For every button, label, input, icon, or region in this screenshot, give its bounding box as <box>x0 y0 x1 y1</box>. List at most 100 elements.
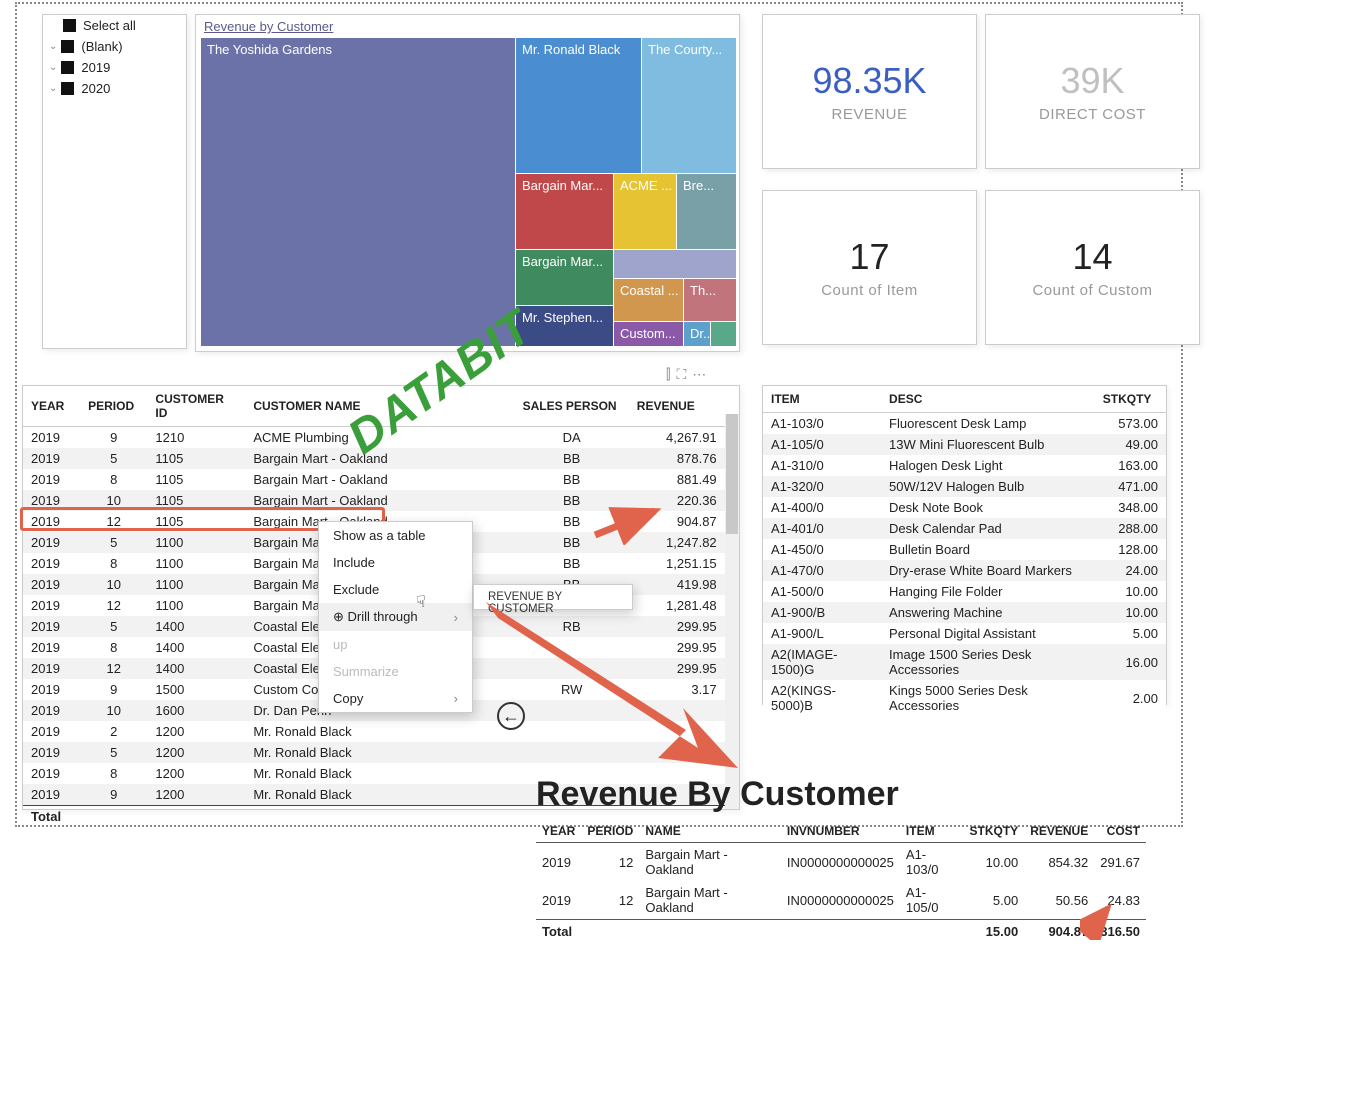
treemap-tile[interactable] <box>711 322 736 346</box>
table-row[interactable]: 201912Bargain Mart - OaklandIN0000000000… <box>536 843 1146 882</box>
context-menu-item[interactable]: Include <box>319 549 472 576</box>
cell: 1210 <box>147 427 245 449</box>
context-menu[interactable]: Show as a tableIncludeExclude⊕ Drill thr… <box>318 521 473 713</box>
filter-icon[interactable]: ⫿ <box>666 366 670 383</box>
drillthrough-table[interactable]: YEARPERIODNAMEINVNUMBERITEMSTKQTYREVENUE… <box>536 820 1146 943</box>
drillthrough-title: Revenue By Customer <box>536 775 899 814</box>
chevron-down-icon[interactable]: ⌄ <box>49 41 57 52</box>
cell: 2019 <box>23 784 80 806</box>
column-header[interactable]: PERIOD <box>581 820 639 843</box>
table-row[interactable]: A1-900/BAnswering Machine10.00 <box>763 602 1166 623</box>
column-header[interactable]: ITEM <box>763 386 881 413</box>
slicer-item[interactable]: ⌄(Blank) <box>43 36 186 57</box>
treemap-tile[interactable]: The Courty... <box>642 38 736 173</box>
table-row[interactable]: A1-470/0Dry-erase White Board Markers24.… <box>763 560 1166 581</box>
context-menu-item[interactable]: Show as a table <box>319 522 472 549</box>
cell: BB <box>515 469 629 490</box>
revenue-treemap[interactable]: Revenue by Customer The Yoshida GardensM… <box>195 14 740 352</box>
column-header[interactable]: STKQTY <box>1095 386 1166 413</box>
context-menu-item[interactable]: ⊕ Drill through› <box>319 603 472 631</box>
scrollbar-track[interactable] <box>725 414 739 809</box>
treemap-tile[interactable]: Dr... <box>684 322 710 346</box>
treemap-tile[interactable]: Mr. Stephen... <box>516 306 613 346</box>
table-row[interactable]: A1-401/0Desk Calendar Pad288.00 <box>763 518 1166 539</box>
context-submenu[interactable]: REVENUE BY CUSTOMER <box>473 584 633 610</box>
column-header[interactable]: DESC <box>881 386 1095 413</box>
treemap-tile[interactable]: Bre... <box>677 174 736 249</box>
treemap-tile[interactable]: ACME ... <box>614 174 676 249</box>
table-row[interactable]: A1-400/0Desk Note Book348.00 <box>763 497 1166 518</box>
column-header[interactable]: CUSTOMER NAME <box>245 386 514 427</box>
table-row[interactable]: A1-900/LPersonal Digital Assistant5.00 <box>763 623 1166 644</box>
focus-icon[interactable]: ⛶ <box>676 366 686 383</box>
table-row[interactable]: 201951200Mr. Ronald Black <box>23 742 739 763</box>
slicer-item[interactable]: ⌄2020 <box>43 78 186 99</box>
checkbox-icon[interactable] <box>61 61 74 74</box>
table-row[interactable]: A1-320/050W/12V Halogen Bulb471.00 <box>763 476 1166 497</box>
cell: 3.17 <box>629 679 725 700</box>
table-row[interactable]: A1-450/0Bulletin Board128.00 <box>763 539 1166 560</box>
column-header[interactable]: NAME <box>639 820 781 843</box>
chevron-down-icon[interactable]: ⌄ <box>49 83 57 94</box>
table-row[interactable]: 201991210ACME PlumbingDA4,267.91 <box>23 427 739 449</box>
cell: BB <box>515 511 629 532</box>
treemap-tile[interactable] <box>614 250 736 278</box>
treemap-tile[interactable]: Coastal ... <box>614 279 683 321</box>
cell: BB <box>515 490 629 511</box>
kpi-item-count[interactable]: 17 Count of Item <box>762 190 977 345</box>
cell <box>515 700 629 721</box>
treemap-tile[interactable]: Th... <box>684 279 736 321</box>
treemap-tile[interactable]: Custom... <box>614 322 683 346</box>
table-row[interactable]: A1-103/0Fluorescent Desk Lamp573.00 <box>763 413 1166 435</box>
table-row[interactable]: 201921200Mr. Ronald Black <box>23 721 739 742</box>
kpi-direct-cost[interactable]: 39K DIRECT COST <box>985 14 1200 169</box>
cell: ACME Plumbing <box>245 427 514 449</box>
table-row[interactable]: A2(IMAGE-1500)GImage 1500 Series Desk Ac… <box>763 644 1166 680</box>
treemap-tile[interactable]: Mr. Ronald Black <box>516 38 641 173</box>
column-header[interactable]: YEAR <box>536 820 581 843</box>
table-row[interactable]: A2(KINGS-5000)BKings 5000 Series Desk Ac… <box>763 680 1166 716</box>
context-menu-item[interactable]: Copy› <box>319 685 472 712</box>
submenu-item[interactable]: REVENUE BY CUSTOMER <box>488 591 562 615</box>
column-header[interactable]: SALES PERSON <box>515 386 629 427</box>
column-header[interactable]: STKQTY <box>964 820 1025 843</box>
item-table-visual[interactable]: ITEMDESCSTKQTY A1-103/0Fluorescent Desk … <box>762 385 1167 705</box>
back-button[interactable]: ← <box>497 702 525 730</box>
year-slicer[interactable]: Select all⌄(Blank)⌄2019⌄2020 <box>42 14 187 349</box>
table-row[interactable]: 2019101105Bargain Mart - OaklandBB220.36 <box>23 490 739 511</box>
chevron-down-icon[interactable]: ⌄ <box>49 62 57 73</box>
treemap-title[interactable]: Revenue by Customer <box>196 15 739 38</box>
table-row[interactable]: 201981105Bargain Mart - OaklandBB881.49 <box>23 469 739 490</box>
column-header[interactable]: INVNUMBER <box>781 820 900 843</box>
kpi-revenue[interactable]: 98.35K REVENUE <box>762 14 977 169</box>
cell: 8 <box>80 637 147 658</box>
cell: 9 <box>80 784 147 806</box>
table-row[interactable]: A1-310/0Halogen Desk Light163.00 <box>763 455 1166 476</box>
more-icon[interactable]: ⋯ <box>692 366 706 383</box>
table-row[interactable]: 201951105Bargain Mart - OaklandBB878.76 <box>23 448 739 469</box>
table-row[interactable]: A1-105/013W Mini Fluorescent Bulb49.00 <box>763 434 1166 455</box>
treemap-tile[interactable]: Bargain Mar... <box>516 250 613 305</box>
kpi-customer-count[interactable]: 14 Count of Custom <box>985 190 1200 345</box>
cell: 8 <box>80 469 147 490</box>
column-header[interactable]: PERIOD <box>80 386 147 427</box>
treemap-tile[interactable]: The Yoshida Gardens <box>201 38 515 346</box>
scrollbar-thumb[interactable] <box>726 414 738 534</box>
column-header[interactable]: COST <box>1094 820 1146 843</box>
column-header[interactable]: YEAR <box>23 386 80 427</box>
checkbox-icon[interactable] <box>61 82 74 95</box>
table-row[interactable]: 201912Bargain Mart - OaklandIN0000000000… <box>536 881 1146 920</box>
slicer-item[interactable]: ⌄2019 <box>43 57 186 78</box>
context-menu-item[interactable]: Exclude <box>319 576 472 603</box>
checkbox-icon[interactable] <box>63 19 76 32</box>
column-header[interactable]: CUSTOMER ID <box>147 386 245 427</box>
item-table[interactable]: ITEMDESCSTKQTY A1-103/0Fluorescent Desk … <box>763 386 1166 716</box>
table-row[interactable]: A1-500/0Hanging File Folder10.00 <box>763 581 1166 602</box>
column-header[interactable]: ITEM <box>900 820 964 843</box>
cell: 1200 <box>147 742 245 763</box>
column-header[interactable]: REVENUE <box>1024 820 1094 843</box>
column-header[interactable]: REVENUE <box>629 386 725 427</box>
slicer-item[interactable]: Select all <box>43 15 186 36</box>
checkbox-icon[interactable] <box>61 40 74 53</box>
treemap-tile[interactable]: Bargain Mar... <box>516 174 613 249</box>
